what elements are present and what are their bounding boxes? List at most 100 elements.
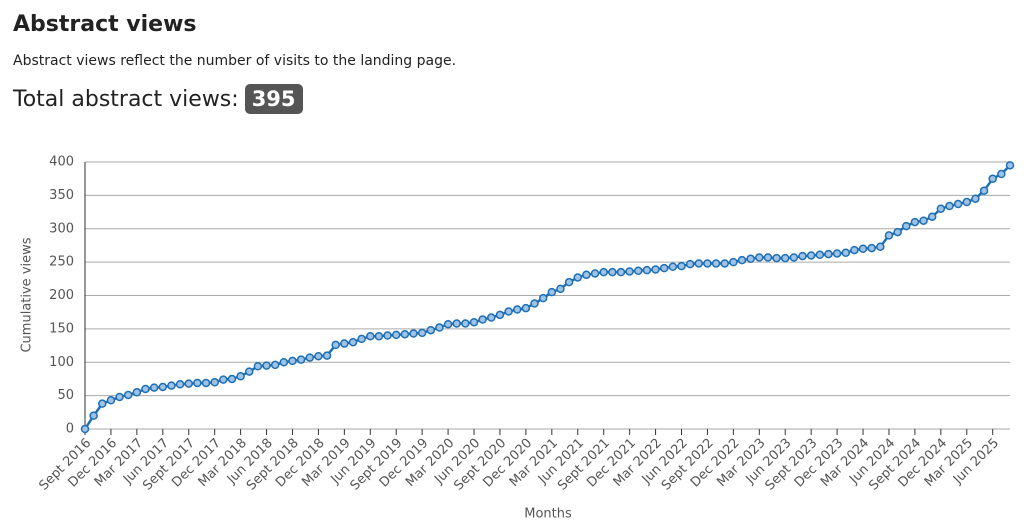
- point: [556, 284, 565, 294]
- y-tick-label: 100: [49, 355, 74, 370]
- point: [755, 253, 764, 262]
- point: [677, 261, 686, 271]
- y-axis-title: Cumulative views: [20, 237, 35, 352]
- point: [703, 259, 712, 268]
- point: [279, 358, 289, 367]
- point: [167, 381, 176, 390]
- point: [314, 351, 323, 361]
- y-tick-label: 350: [49, 188, 74, 203]
- point: [634, 266, 643, 276]
- point: [366, 331, 375, 341]
- point: [729, 257, 738, 267]
- point: [910, 217, 920, 227]
- point: [184, 379, 193, 388]
- total-label: Total abstract views:: [13, 86, 239, 112]
- y-tick-label: 400: [49, 155, 74, 170]
- point: [357, 334, 366, 344]
- point: [443, 319, 453, 329]
- point: [435, 323, 444, 332]
- point: [642, 265, 652, 275]
- point: [927, 212, 937, 221]
- point: [547, 287, 557, 297]
- line: [83, 164, 1011, 430]
- point: [599, 267, 608, 277]
- point: [832, 249, 842, 258]
- point: [582, 270, 591, 280]
- point: [763, 253, 773, 262]
- point: [175, 380, 185, 389]
- point: [858, 244, 868, 254]
- point: [841, 248, 850, 258]
- point: [685, 259, 695, 269]
- point: [988, 174, 997, 183]
- point: [530, 299, 539, 308]
- point: [391, 330, 401, 340]
- total-badge: 395: [244, 84, 303, 114]
- point: [262, 361, 271, 370]
- point: [538, 293, 548, 303]
- point: [227, 374, 237, 384]
- y-tick-label: 150: [49, 321, 74, 336]
- y-tick-label: 200: [49, 288, 74, 303]
- point: [798, 251, 807, 261]
- point: [997, 169, 1006, 179]
- point: [711, 259, 721, 268]
- point: [521, 303, 531, 313]
- point: [98, 399, 107, 408]
- point: [668, 262, 678, 272]
- point: [141, 384, 150, 394]
- point: [789, 253, 799, 262]
- point: [132, 388, 142, 397]
- point: [409, 329, 418, 338]
- point: [806, 251, 816, 260]
- point: [893, 227, 902, 237]
- point: [953, 199, 963, 209]
- y-tick-label: 250: [49, 255, 74, 270]
- point: [945, 201, 954, 211]
- point: [149, 383, 159, 392]
- point: [850, 245, 859, 255]
- total-row: Total abstract views: 395: [13, 84, 303, 114]
- point: [469, 317, 479, 327]
- y-tick-label: 0: [66, 422, 74, 437]
- point: [245, 367, 254, 376]
- point: [89, 411, 98, 420]
- point: [737, 255, 747, 265]
- point: [979, 186, 989, 195]
- point: [608, 267, 617, 277]
- point: [331, 340, 340, 350]
- page-title: Abstract views: [13, 12, 197, 37]
- point: [720, 259, 729, 268]
- point: [452, 319, 461, 328]
- point: [772, 253, 781, 263]
- point: [876, 242, 885, 252]
- point: [504, 307, 513, 316]
- point: [590, 269, 600, 278]
- point: [236, 372, 245, 381]
- point: [305, 353, 315, 362]
- point: [659, 263, 669, 273]
- point: [625, 267, 634, 276]
- point: [651, 265, 660, 274]
- point: [80, 424, 90, 434]
- point: [461, 319, 470, 328]
- point: [219, 375, 228, 384]
- point: [1005, 161, 1015, 170]
- point: [815, 250, 825, 260]
- point: [495, 310, 505, 320]
- point: [573, 273, 583, 282]
- point: [694, 259, 704, 268]
- point: [962, 197, 972, 207]
- point: [374, 331, 384, 341]
- point: [564, 277, 574, 287]
- point: [106, 396, 116, 405]
- y-tick-label: 300: [49, 221, 74, 236]
- point: [115, 392, 124, 402]
- point: [193, 378, 202, 388]
- point: [426, 325, 436, 335]
- point: [201, 378, 211, 388]
- point: [158, 382, 168, 392]
- point: [288, 356, 297, 366]
- point: [400, 329, 410, 339]
